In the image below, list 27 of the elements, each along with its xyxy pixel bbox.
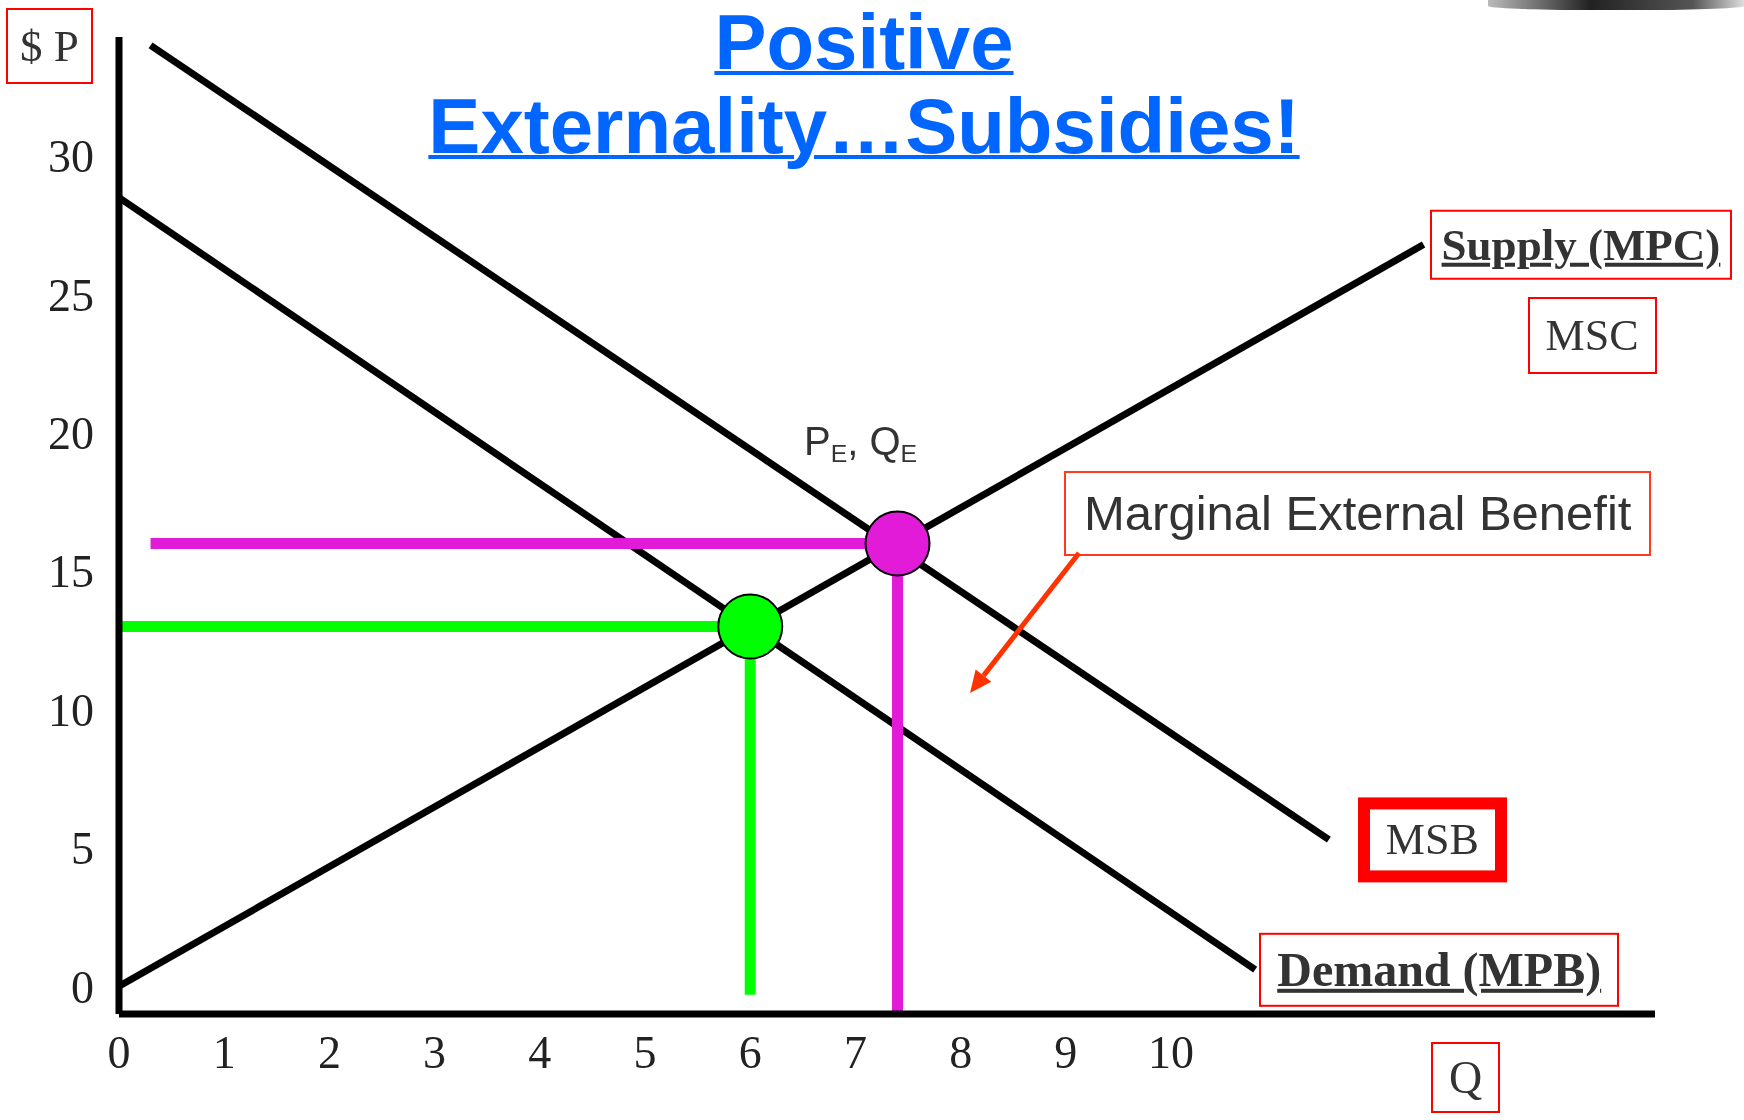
x-tick-label: 6: [738, 1026, 762, 1078]
x-tick-label: 9: [1054, 1026, 1078, 1078]
annotation: Marginal External Benefit: [1064, 471, 1652, 556]
x-tick-label: 0: [107, 1026, 131, 1078]
annotation: P$_{E}$, Q$_{E}$: [803, 418, 918, 468]
x-tick-label: 10: [1148, 1026, 1195, 1078]
annotation: MSC: [1527, 296, 1657, 374]
x-tick-label: 3: [423, 1026, 447, 1078]
chart-title: Positive Externality…Subsidies!: [428, 0, 1300, 170]
x-tick-label: 7: [843, 1026, 867, 1078]
series-label: Supply (MPC): [1429, 209, 1733, 280]
y-tick-label: 20: [48, 408, 94, 460]
x-axis-title: Q: [1431, 1042, 1501, 1114]
x-tick-label: 4: [528, 1026, 552, 1078]
x-tick-label: 5: [633, 1026, 657, 1078]
y-tick-label: 25: [48, 269, 94, 321]
x-tick-label: 2: [317, 1026, 341, 1078]
y-tick-label: 10: [48, 684, 94, 736]
series-label: Demand (MPB): [1259, 932, 1620, 1007]
y-tick-label: 0: [71, 961, 94, 1013]
x-tick-label: 1: [212, 1026, 236, 1078]
y-tick-label: 5: [71, 823, 94, 875]
x-tick-label: 8: [949, 1026, 973, 1078]
y-tick-label: 30: [48, 131, 94, 183]
y-axis-title: $ P: [6, 8, 93, 85]
y-tick-label: 15: [48, 546, 94, 598]
series-label: MSB: [1357, 797, 1507, 883]
